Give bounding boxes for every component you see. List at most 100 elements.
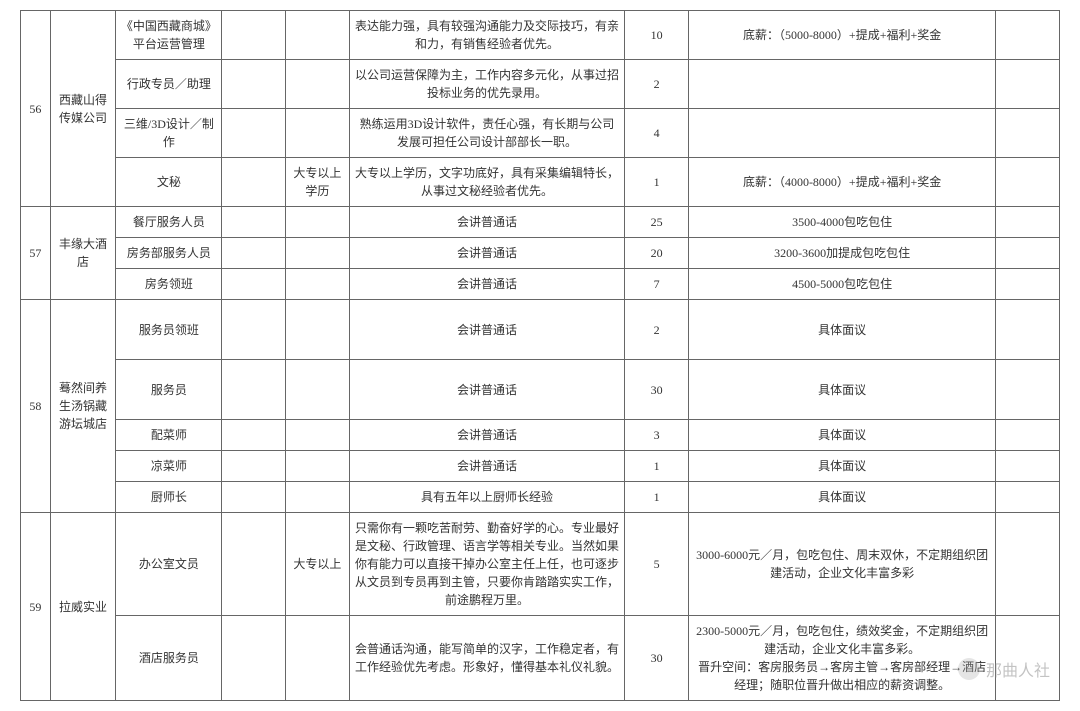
education-req	[286, 207, 350, 238]
blank-cell	[222, 207, 286, 238]
headcount: 25	[625, 207, 689, 238]
requirement-text: 熟练运用3D设计软件，责任心强，有长期与公司发展可担任公司设计部部长一职。	[349, 109, 625, 158]
blank-cell	[996, 360, 1060, 420]
requirement-text: 会普通话沟通，能写简单的汉字，工作稳定者，有工作经验优先考虑。形象好，懂得基本礼…	[349, 616, 625, 701]
requirement-text: 以公司运营保障为主，工作内容多元化，从事过招投标业务的优先录用。	[349, 60, 625, 109]
headcount: 1	[625, 451, 689, 482]
education-req	[286, 482, 350, 513]
blank-cell	[222, 11, 286, 60]
education-req	[286, 360, 350, 420]
education-req	[286, 420, 350, 451]
education-req	[286, 300, 350, 360]
blank-cell	[996, 60, 1060, 109]
requirement-text: 会讲普通话	[349, 207, 625, 238]
headcount: 3	[625, 420, 689, 451]
position-title: 三维/3D设计／制作	[116, 109, 222, 158]
blank-cell	[222, 109, 286, 158]
blank-cell	[222, 158, 286, 207]
salary-text: 底薪：（4000-8000）+提成+福利+奖金	[688, 158, 995, 207]
salary-text: 具体面议	[688, 451, 995, 482]
education-req: 大专以上	[286, 513, 350, 616]
education-req: 大专以上学历	[286, 158, 350, 207]
salary-text: 具体面议	[688, 360, 995, 420]
requirement-text: 具有五年以上厨师长经验	[349, 482, 625, 513]
position-title: 服务员领班	[116, 300, 222, 360]
salary-text: 底薪：（5000-8000）+提成+福利+奖金	[688, 11, 995, 60]
headcount: 5	[625, 513, 689, 616]
position-title: 文秘	[116, 158, 222, 207]
blank-cell	[222, 482, 286, 513]
table-row: 房务领班会讲普通话74500-5000包吃包住	[21, 269, 1060, 300]
headcount: 20	[625, 238, 689, 269]
salary-text: 具体面议	[688, 482, 995, 513]
blank-cell	[996, 420, 1060, 451]
blank-cell	[222, 616, 286, 701]
requirement-text: 会讲普通话	[349, 360, 625, 420]
requirement-text: 会讲普通话	[349, 420, 625, 451]
blank-cell	[222, 269, 286, 300]
position-title: 餐厅服务人员	[116, 207, 222, 238]
position-title: 行政专员／助理	[116, 60, 222, 109]
blank-cell	[222, 360, 286, 420]
headcount: 10	[625, 11, 689, 60]
blank-cell	[996, 158, 1060, 207]
requirement-text: 会讲普通话	[349, 451, 625, 482]
watermark: 那曲人社	[958, 657, 1050, 681]
position-title: 房务部服务人员	[116, 238, 222, 269]
row-index: 59	[21, 513, 51, 701]
headcount: 30	[625, 360, 689, 420]
watermark-text: 那曲人社	[986, 657, 1050, 681]
blank-cell	[222, 60, 286, 109]
requirement-text: 只需你有一颗吃苦耐劳、勤奋好学的心。专业最好是文秘、行政管理、语言学等相关专业。…	[349, 513, 625, 616]
position-title: 服务员	[116, 360, 222, 420]
headcount: 2	[625, 60, 689, 109]
table-row: 凉菜师 会讲普通话1具体面议	[21, 451, 1060, 482]
table-row: 行政专员／助理 以公司运营保障为主，工作内容多元化，从事过招投标业务的优先录用。2	[21, 60, 1060, 109]
requirement-text: 会讲普通话	[349, 269, 625, 300]
table-row: 酒店服务员 会普通话沟通，能写简单的汉字，工作稳定者，有工作经验优先考虑。形象好，…	[21, 616, 1060, 701]
position-title: 凉菜师	[116, 451, 222, 482]
position-title: 配菜师	[116, 420, 222, 451]
blank-cell	[996, 269, 1060, 300]
blank-cell	[996, 513, 1060, 616]
position-title: 厨师长	[116, 482, 222, 513]
table-row: 58蓦然间养生汤锅藏游坛城店服务员领班会讲普通话2具体面议	[21, 300, 1060, 360]
salary-text: 2300-5000元／月，包吃包住，绩效奖金，不定期组织团建活动，企业文化丰富多…	[688, 616, 995, 701]
blank-cell	[996, 451, 1060, 482]
table-row: 文秘 大专以上学历大专以上学历，文字功底好，具有采集编辑特长，从事过文秘经验者优先…	[21, 158, 1060, 207]
company-name: 拉威实业	[50, 513, 116, 701]
position-title: 《中国西藏商城》平台运营管理	[116, 11, 222, 60]
position-title: 酒店服务员	[116, 616, 222, 701]
blank-cell	[996, 300, 1060, 360]
blank-cell	[222, 300, 286, 360]
blank-cell	[996, 11, 1060, 60]
headcount: 30	[625, 616, 689, 701]
headcount: 1	[625, 158, 689, 207]
table-row: 59拉威实业办公室文员大专以上只需你有一颗吃苦耐劳、勤奋好学的心。专业最好是文秘…	[21, 513, 1060, 616]
table-row: 57丰缘大酒店餐厅服务人员会讲普通话253500-4000包吃包住	[21, 207, 1060, 238]
blank-cell	[996, 109, 1060, 158]
education-req	[286, 451, 350, 482]
education-req	[286, 269, 350, 300]
blank-cell	[996, 238, 1060, 269]
blank-cell	[222, 513, 286, 616]
table-row: 配菜师 会讲普通话3具体面议	[21, 420, 1060, 451]
requirement-text: 大专以上学历，文字功底好，具有采集编辑特长，从事过文秘经验者优先。	[349, 158, 625, 207]
education-req	[286, 11, 350, 60]
position-title: 办公室文员	[116, 513, 222, 616]
row-index: 56	[21, 11, 51, 207]
salary-text: 3200-3600加提成包吃包住	[688, 238, 995, 269]
company-name: 丰缘大酒店	[50, 207, 116, 300]
position-title: 房务领班	[116, 269, 222, 300]
company-name: 西藏山得传媒公司	[50, 11, 116, 207]
headcount: 1	[625, 482, 689, 513]
salary-text: 具体面议	[688, 300, 995, 360]
blank-cell	[996, 207, 1060, 238]
row-index: 58	[21, 300, 51, 513]
wechat-icon	[958, 658, 980, 680]
blank-cell	[222, 238, 286, 269]
table-row: 三维/3D设计／制作 熟练运用3D设计软件，责任心强，有长期与公司发展可担任公司设…	[21, 109, 1060, 158]
blank-cell	[222, 420, 286, 451]
table-row: 服务员 会讲普通话30具体面议	[21, 360, 1060, 420]
salary-text: 具体面议	[688, 420, 995, 451]
